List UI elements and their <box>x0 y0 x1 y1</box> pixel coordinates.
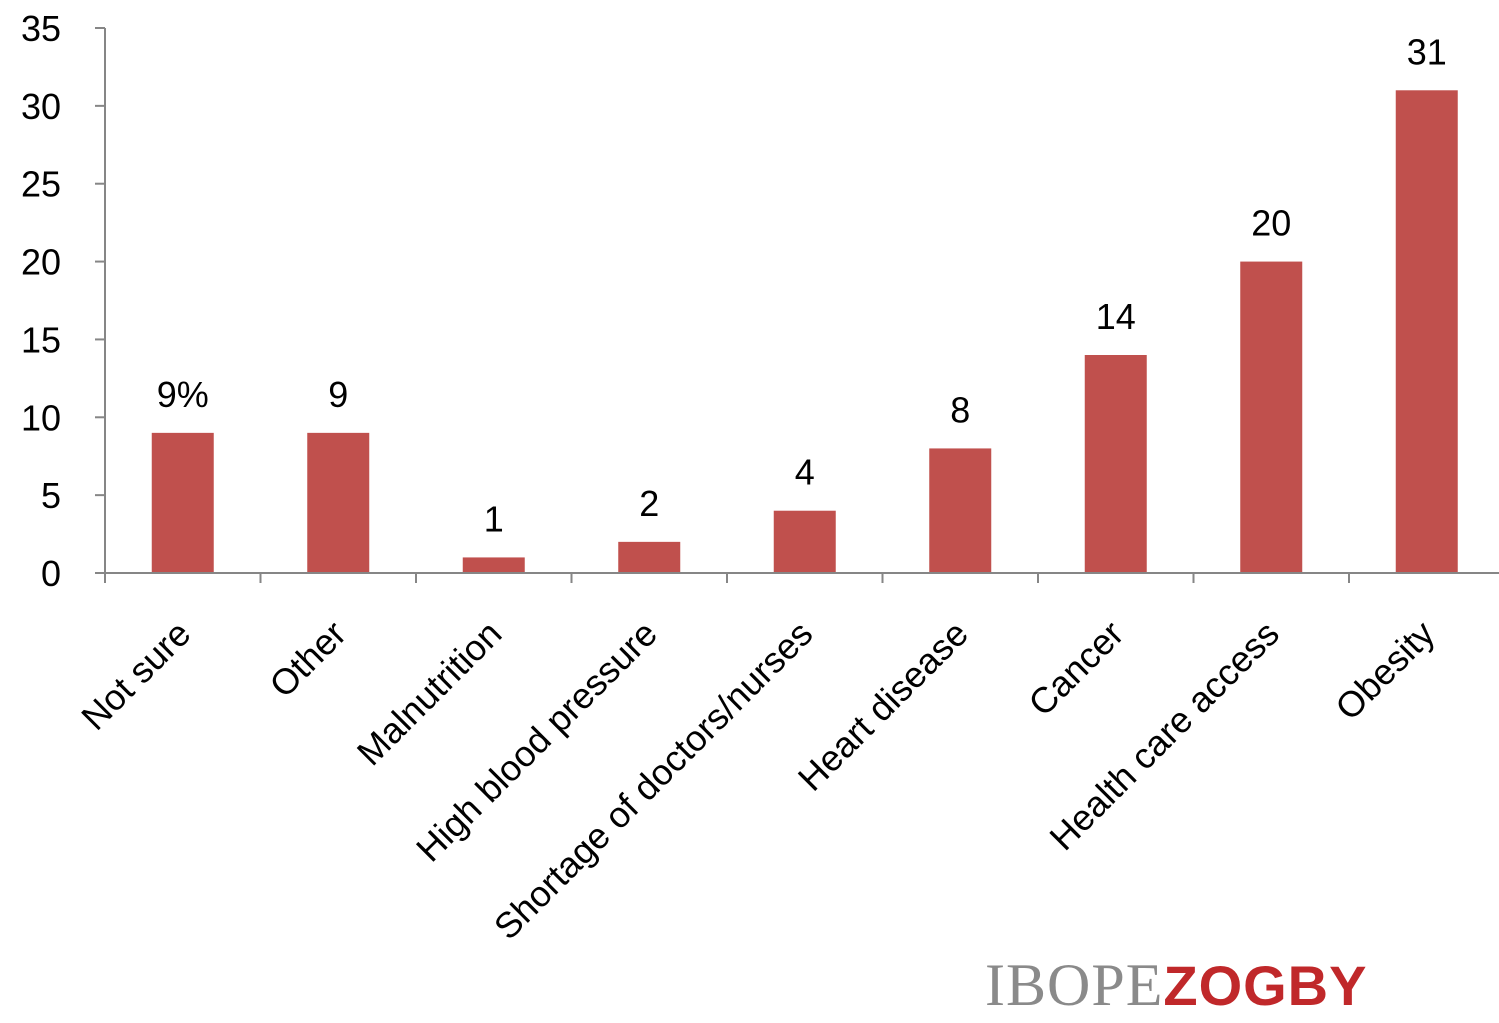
data-label: 8 <box>950 389 970 430</box>
data-label: 9% <box>157 374 209 415</box>
category-label: Cancer <box>1020 613 1131 724</box>
bar <box>773 510 836 573</box>
bar <box>929 448 992 573</box>
data-label: 14 <box>1096 296 1136 337</box>
y-tick-label: 20 <box>21 242 61 283</box>
y-tick-label: 10 <box>21 397 61 438</box>
bar <box>307 432 370 573</box>
bar <box>151 432 214 573</box>
data-label: 4 <box>795 452 815 493</box>
data-label: 20 <box>1251 203 1291 244</box>
data-labels: 9% 9 1 2 4 8 14 20 31 <box>157 31 1447 539</box>
y-tick-label: 25 <box>21 164 61 205</box>
category-label: Malnutrition <box>349 613 510 774</box>
logo-zogby-text: ZOGBY <box>1163 954 1368 1017</box>
y-tick-label: 0 <box>41 553 61 594</box>
data-label: 31 <box>1407 31 1447 72</box>
ibope-zogby-logo: IBOPEZOGBY <box>985 955 1367 1015</box>
data-label: 2 <box>639 483 659 524</box>
bar <box>618 541 681 573</box>
data-label: 1 <box>484 498 504 539</box>
category-label: Obesity <box>1327 613 1442 728</box>
bar <box>1084 355 1147 573</box>
category-label: Not sure <box>73 613 198 738</box>
bar <box>1240 261 1303 573</box>
y-tick-label: 15 <box>21 319 61 360</box>
logo-ibope-text: IBOPE <box>985 952 1164 1018</box>
bars-group <box>151 90 1458 574</box>
axes-group <box>95 27 1499 583</box>
y-tick-label: 5 <box>41 475 61 516</box>
data-label: 9 <box>328 374 348 415</box>
y-tick-label: 35 <box>21 8 61 49</box>
y-tick-labels: 0 5 10 15 20 25 30 35 <box>21 8 61 594</box>
y-tick-label: 30 <box>21 86 61 127</box>
bar <box>462 557 525 573</box>
bar <box>1395 90 1458 574</box>
category-label: Other <box>261 613 354 706</box>
category-label: Shortage of doctors/nurses <box>486 613 821 948</box>
